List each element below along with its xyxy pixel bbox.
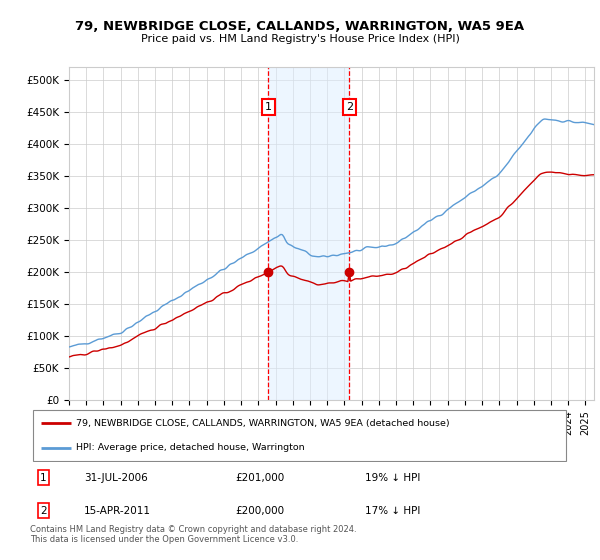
Text: Contains HM Land Registry data © Crown copyright and database right 2024.
This d: Contains HM Land Registry data © Crown c… [30, 525, 356, 544]
Text: 2: 2 [40, 506, 47, 516]
Text: 1: 1 [265, 102, 272, 112]
Text: 31-JUL-2006: 31-JUL-2006 [84, 473, 148, 483]
Bar [268, 67, 349, 400]
Text: £201,000: £201,000 [235, 473, 284, 483]
Text: 15-APR-2011: 15-APR-2011 [84, 506, 151, 516]
Text: 17% ↓ HPI: 17% ↓ HPI [365, 506, 420, 516]
Text: 1: 1 [40, 473, 47, 483]
Text: 2: 2 [346, 102, 353, 112]
Text: 79, NEWBRIDGE CLOSE, CALLANDS, WARRINGTON, WA5 9EA: 79, NEWBRIDGE CLOSE, CALLANDS, WARRINGTO… [76, 20, 524, 33]
Text: Price paid vs. HM Land Registry's House Price Index (HPI): Price paid vs. HM Land Registry's House … [140, 34, 460, 44]
Text: HPI: Average price, detached house, Warrington: HPI: Average price, detached house, Warr… [76, 443, 305, 452]
Text: 79, NEWBRIDGE CLOSE, CALLANDS, WARRINGTON, WA5 9EA (detached house): 79, NEWBRIDGE CLOSE, CALLANDS, WARRINGTO… [76, 419, 449, 428]
Text: £200,000: £200,000 [235, 506, 284, 516]
FancyBboxPatch shape [33, 410, 566, 461]
Text: 19% ↓ HPI: 19% ↓ HPI [365, 473, 420, 483]
